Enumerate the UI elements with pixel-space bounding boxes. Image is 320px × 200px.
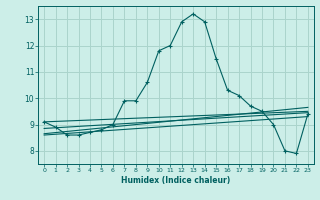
X-axis label: Humidex (Indice chaleur): Humidex (Indice chaleur) [121,176,231,185]
